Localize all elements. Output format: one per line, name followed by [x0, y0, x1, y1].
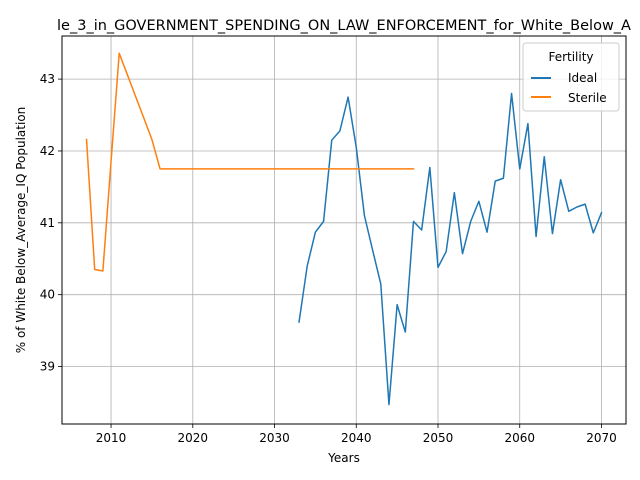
y-tick-label: 40: [40, 288, 55, 302]
y-tick-label: 42: [40, 144, 55, 158]
series-line-ideal: [298, 92, 603, 406]
y-tick-label: 39: [40, 360, 55, 374]
x-tick-label: 2010: [96, 431, 127, 445]
y-tick-label: 41: [40, 216, 55, 230]
x-tick-label: 2040: [341, 431, 372, 445]
series-lines: [85, 52, 603, 406]
legend: Fertility Ideal Sterile: [522, 42, 620, 112]
y-axis-ticks: 39 40 41 42 43: [40, 72, 62, 374]
legend-label-ideal: Ideal: [568, 71, 597, 85]
x-tick-label: 2030: [259, 431, 290, 445]
y-axis-label: % of White Below_Average_IQ Population: [14, 107, 28, 354]
x-axis-ticks: 2010 2020 2030 2040 2050 2060 2070: [96, 424, 617, 445]
series-line-sterile: [85, 52, 415, 272]
x-tick-label: 2020: [178, 431, 209, 445]
plot-frame: [61, 35, 627, 425]
legend-label-sterile: Sterile: [568, 91, 607, 105]
chart-title: le_3_in_GOVERNMENT_SPENDING_ON_LAW_ENFOR…: [57, 18, 631, 34]
x-tick-label: 2070: [586, 431, 617, 445]
x-tick-label: 2060: [504, 431, 535, 445]
legend-title: Fertility: [548, 50, 593, 64]
grid-lines: [62, 36, 626, 424]
legend-frame: [522, 42, 620, 112]
x-axis-label: Years: [327, 451, 360, 465]
x-tick-label: 2050: [423, 431, 454, 445]
y-tick-label: 43: [40, 72, 55, 86]
